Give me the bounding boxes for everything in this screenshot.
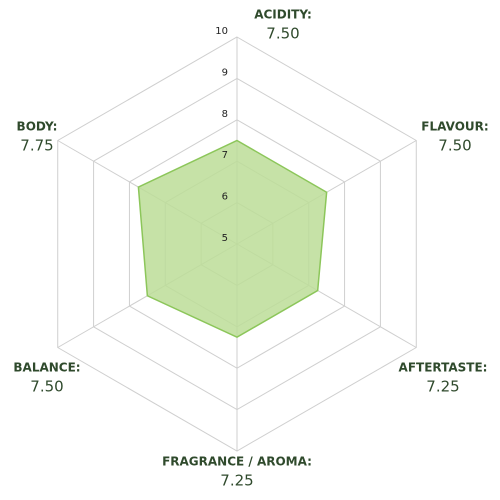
tick-label: 8: [222, 109, 228, 120]
tick-label: 7: [222, 150, 228, 161]
value-label: 7.50: [266, 25, 299, 43]
category-label: BALANCE:: [13, 361, 80, 375]
value-label: 7.75: [20, 137, 53, 155]
category-label: ACIDITY:: [254, 8, 312, 22]
tick-label: 6: [222, 192, 228, 203]
tick-label: 10: [215, 26, 228, 37]
category-label: FLAVOUR:: [421, 120, 488, 134]
value-label: 7.50: [30, 378, 63, 396]
value-label: 7.25: [426, 378, 459, 396]
value-label: 7.50: [438, 137, 471, 155]
category-label: AFTERTASTE:: [399, 361, 488, 375]
data-area: [137, 139, 328, 338]
category-label: FRAGRANCE / AROMA:: [162, 455, 312, 469]
category-label: BODY:: [17, 120, 58, 134]
tick-label: 5: [222, 233, 228, 244]
value-label: 7.25: [220, 472, 253, 490]
tick-label: 9: [222, 67, 228, 78]
